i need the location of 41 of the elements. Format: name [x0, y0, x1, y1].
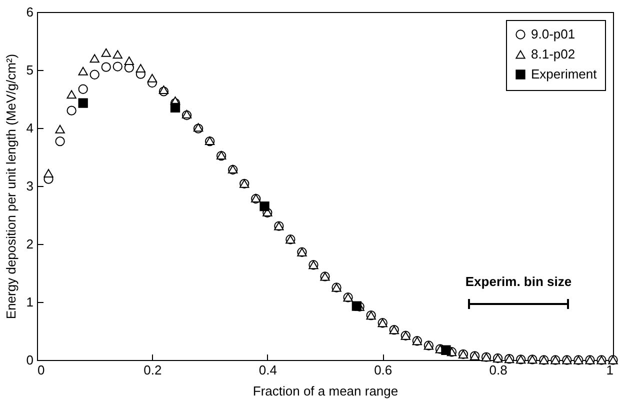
point: [66, 106, 76, 116]
point: [55, 136, 65, 146]
point: [90, 70, 100, 80]
point: [78, 66, 88, 76]
x-tick-label: 0.2: [144, 362, 162, 378]
y-tick-label: 3: [26, 178, 34, 194]
point: [44, 168, 54, 178]
point: [112, 50, 122, 59]
point: [260, 201, 270, 212]
y-tick-label: 5: [26, 62, 34, 78]
point: [158, 85, 169, 94]
legend-label: 9.0-p01: [531, 26, 576, 42]
point: [170, 102, 180, 113]
point: [101, 48, 111, 57]
point: [147, 74, 158, 82]
legend-label: 8.1-p02: [531, 46, 576, 62]
point: [124, 56, 134, 65]
y-axis-title: Energy deposition per unit length (MeV/g/cm²): [3, 54, 18, 320]
point: [90, 54, 100, 63]
point: [101, 62, 111, 72]
point: [78, 84, 88, 94]
point: [352, 301, 362, 311]
x-tick-label: 0.8: [489, 362, 508, 378]
x-tick-label: 0.4: [258, 362, 277, 378]
y-tick-label: 0: [26, 352, 34, 368]
y-tick-label: 6: [26, 4, 34, 20]
y-tick-label: 1: [26, 294, 34, 310]
point: [441, 345, 451, 355]
point: [55, 124, 65, 134]
legend-label: Experiment: [531, 66, 598, 82]
y-tick-label: 4: [26, 120, 34, 136]
x-tick-label: 0: [38, 362, 45, 378]
point: [78, 98, 88, 108]
x-tick-label: 0.6: [374, 362, 392, 378]
point: [136, 64, 146, 73]
point: [66, 90, 76, 99]
x-tick-label: 1: [606, 362, 614, 378]
point: [112, 62, 122, 72]
x-axis-title: Fraction of a mean range: [252, 384, 398, 398]
annotation: Experim. bin size: [464, 274, 573, 289]
y-tick-label: 2: [26, 236, 34, 252]
